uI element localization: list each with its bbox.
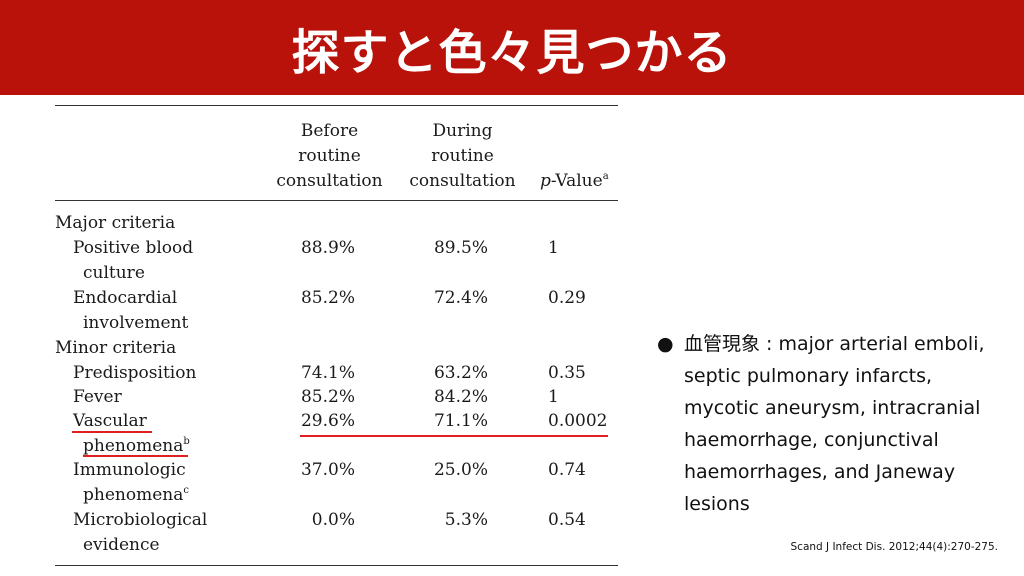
cell-p-value: 0.54 [548,510,586,530]
cell-p-value: 0.74 [548,460,586,480]
header-p-value: p-Valuea [540,171,609,191]
highlight-underline-vascular [72,431,152,433]
header-before: Before routine consultation [276,121,383,191]
row-label: Immunologic [73,460,186,480]
cell-before: 74.1% [300,363,355,383]
cell-during: 72.4% [433,288,488,308]
cell-p-value: 0.35 [548,363,586,383]
row-label: Fever [73,387,122,407]
row-label-cont: evidence [83,535,160,555]
bullet-text: 血管現象 : major arterial emboli, septic pul… [684,333,985,515]
row-label: Endocardial [73,288,178,308]
bullet-marker: ● [657,333,674,355]
row-label: Positive blood [73,238,194,258]
row-label-cont: culture [83,263,145,283]
row-label: Vascular [73,411,147,431]
cell-during: 84.2% [433,387,488,407]
cell-during: 71.1% [433,411,488,431]
cell-p-value: 0.29 [548,288,586,308]
cell-before: 85.2% [300,288,355,308]
cell-before: 37.0% [300,460,355,480]
title-banner: 探すと色々見つかる [0,0,1024,95]
cell-during: 25.0% [433,460,488,480]
criteria-table: Before routine consultation During routi… [55,105,618,567]
table-top-rule [55,105,618,106]
cell-before: 29.6% [300,411,355,431]
cell-before: 88.9% [300,238,355,258]
header-during: During routine consultation [409,121,516,191]
highlight-underline-phenomena [83,455,188,457]
row-label-cont: phenomenac [83,485,189,505]
table-header-rule [55,200,618,201]
section-minor-criteria: Minor criteria [55,338,177,358]
cell-during: 89.5% [433,238,488,258]
section-major-criteria: Major criteria [55,213,176,233]
cell-before: 85.2% [300,387,355,407]
cell-p-value: 0.0002 [548,411,608,431]
row-label-cont: involvement [83,313,189,333]
highlight-underline-values [300,435,608,437]
cell-before: 0.0% [311,510,355,530]
cell-during: 5.3% [444,510,488,530]
row-label: Predisposition [73,363,197,383]
table-bottom-rule [55,565,618,566]
cell-p-value: 1 [548,387,559,407]
cell-p-value: 1 [548,238,559,258]
row-label: Microbiological [73,510,208,530]
slide-title: 探すと色々見つかる [291,24,733,81]
row-label-cont: phenomenab [83,436,190,456]
cell-during: 63.2% [433,363,488,383]
citation: Scand J Infect Dis. 2012;44(4):270-275. [790,541,999,553]
